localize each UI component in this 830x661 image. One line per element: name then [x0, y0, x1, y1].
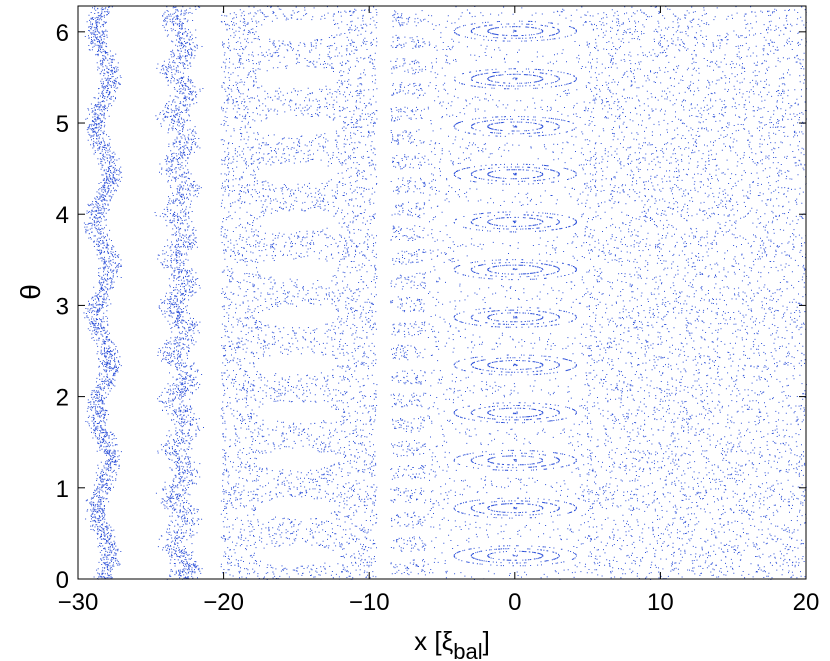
- x-tick-label: 0: [508, 589, 521, 616]
- plot-background: [78, 6, 806, 579]
- x-tick-label: −30: [58, 589, 99, 616]
- y-tick-label: 3: [56, 293, 69, 320]
- x-tick-label: −10: [349, 589, 390, 616]
- x-axis-ticks: −30 −20 −10 0 10 20: [58, 6, 820, 616]
- y-tick-label: 2: [56, 385, 69, 412]
- x-tick-label: 10: [647, 589, 674, 616]
- y-tick-label: 4: [56, 202, 69, 229]
- x-tick-label: 20: [793, 589, 820, 616]
- y-axis-label: θ: [15, 284, 46, 300]
- y-tick-label: 6: [56, 20, 69, 47]
- y-axis-ticks: 0 1 2 3 4 5 6: [56, 20, 806, 594]
- y-tick-label: 5: [56, 111, 69, 138]
- x-axis-label: x [ξbal]: [414, 626, 490, 661]
- scatter-points: [83, 6, 807, 580]
- scatter-point-cloud: [83, 6, 807, 580]
- y-tick-label: 1: [56, 476, 69, 503]
- y-tick-label: 0: [56, 567, 69, 594]
- plot-frame: [77, 5, 807, 580]
- x-tick-label: −20: [203, 589, 244, 616]
